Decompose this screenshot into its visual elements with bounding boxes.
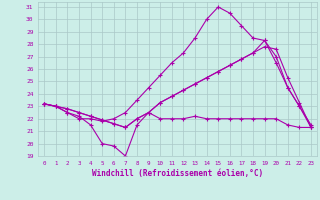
X-axis label: Windchill (Refroidissement éolien,°C): Windchill (Refroidissement éolien,°C)	[92, 169, 263, 178]
